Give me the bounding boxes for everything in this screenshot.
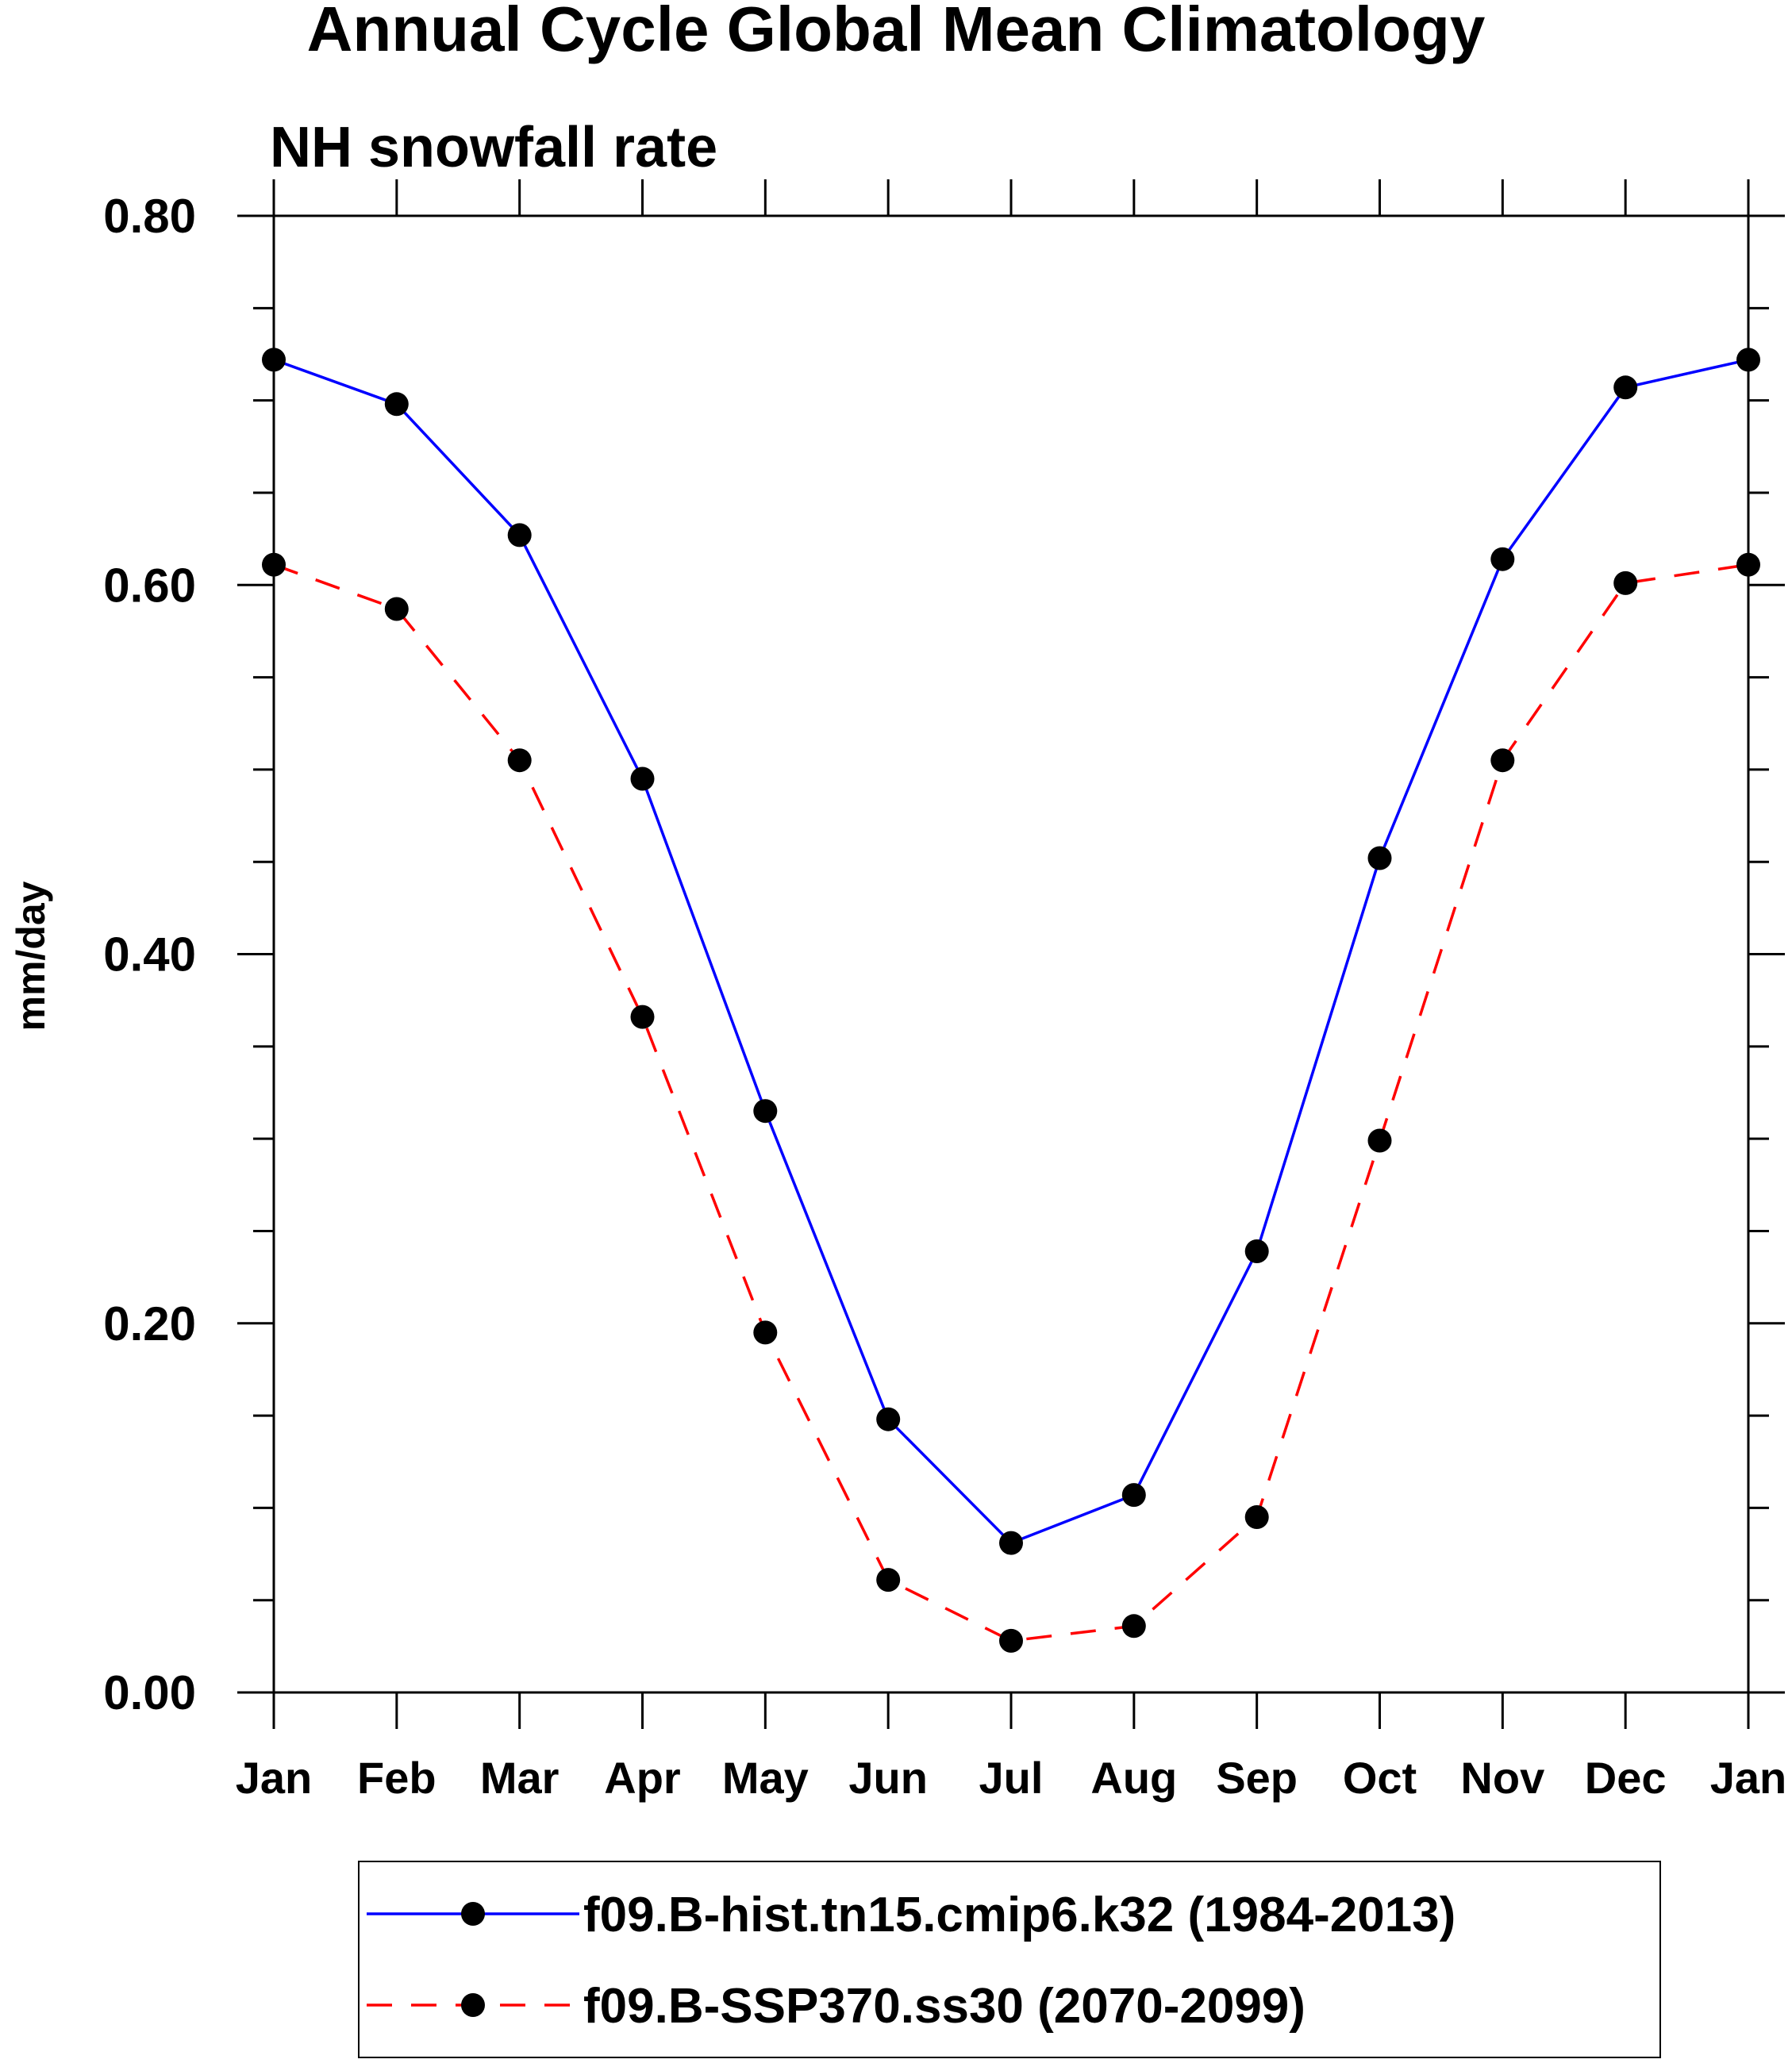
series-0-point-11 xyxy=(1613,375,1638,400)
series-1-point-11 xyxy=(1613,570,1638,595)
series-0-point-10 xyxy=(1490,547,1515,571)
series-0-point-3 xyxy=(630,766,655,791)
x-tick-label-2: Mar xyxy=(480,1753,560,1803)
y-tick-label-1: 0.20 xyxy=(103,1297,196,1350)
x-tick-label-3: Apr xyxy=(604,1753,680,1803)
x-tick-label-4: May xyxy=(722,1753,809,1803)
chart-subtitle: NH snowfall rate xyxy=(270,116,717,179)
series-1-point-1 xyxy=(384,597,409,621)
series-0-point-4 xyxy=(753,1099,778,1124)
series-layer xyxy=(262,348,1760,1653)
legend-label-ssp: f09.B-SSP370.ss30 (2070-2099) xyxy=(583,1979,1306,2034)
series-0-point-1 xyxy=(384,392,409,417)
tick-labels: Jan Feb Mar Apr May Jun Jul Aug Sep Oct Nov Dec Jan 0… xyxy=(103,190,1786,1803)
y-tick-label-4: 0.80 xyxy=(103,190,196,243)
x-tick-label-11: Dec xyxy=(1585,1753,1667,1803)
y-tick-label-2: 0.40 xyxy=(103,928,196,982)
series-0-point-8 xyxy=(1244,1239,1269,1263)
y-tick-label-3: 0.60 xyxy=(103,559,196,612)
series-0-point-6 xyxy=(999,1531,1023,1555)
series-line-0 xyxy=(273,358,1749,1545)
x-tick-label-5: Jun xyxy=(848,1753,928,1803)
series-0-point-2 xyxy=(507,523,532,547)
series-1-point-9 xyxy=(1367,1128,1392,1153)
series-1-point-2 xyxy=(507,748,532,773)
series-1-point-6 xyxy=(999,1628,1023,1653)
legend-box xyxy=(358,1861,1661,2058)
plot-frame xyxy=(272,214,1750,1694)
series-0-point-5 xyxy=(876,1407,901,1431)
axes-layer xyxy=(237,179,1785,1729)
series-0-point-9 xyxy=(1367,846,1392,870)
x-tick-label-6: Jul xyxy=(979,1753,1044,1803)
legend-marker-ssp xyxy=(461,1993,485,2017)
x-tick-label-9: Oct xyxy=(1343,1753,1417,1803)
series-1-point-3 xyxy=(630,1005,655,1029)
series-1-point-4 xyxy=(753,1320,778,1345)
series-1-point-10 xyxy=(1490,748,1515,773)
series-1-point-7 xyxy=(1121,1614,1146,1638)
y-tick-label-0: 0.00 xyxy=(103,1666,196,1719)
x-tick-label-10: Nov xyxy=(1460,1753,1544,1803)
series-0-point-7 xyxy=(1121,1483,1146,1508)
x-tick-label-8: Sep xyxy=(1216,1753,1298,1803)
legend-marker-hist xyxy=(461,1902,485,1926)
legend: f09.B-hist.tn15.cmip6.k32 (1984-2013) f0… xyxy=(358,1861,1661,2058)
series-line-1 xyxy=(273,563,1749,1642)
y-axis-label: mm/day xyxy=(9,881,53,1031)
x-tick-label-12: Jan xyxy=(1710,1753,1787,1803)
series-1-point-8 xyxy=(1244,1505,1269,1529)
x-tick-label-1: Feb xyxy=(357,1753,436,1803)
x-tick-label-7: Aug xyxy=(1090,1753,1177,1803)
chart-title: Annual Cycle Global Mean Climatology xyxy=(307,0,1486,64)
x-tick-label-0: Jan xyxy=(236,1753,313,1803)
legend-label-hist: f09.B-hist.tn15.cmip6.k32 (1984-2013) xyxy=(583,1888,1456,1942)
series-1-point-5 xyxy=(876,1568,901,1592)
